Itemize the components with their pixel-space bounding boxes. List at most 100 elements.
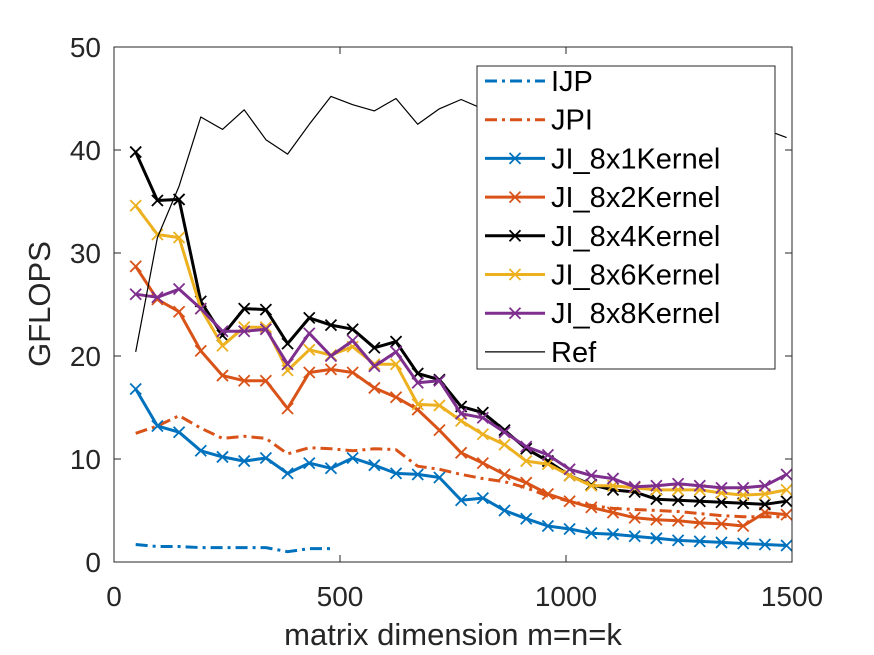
data-point <box>737 519 750 533</box>
data-point <box>541 458 555 471</box>
data-point <box>671 477 685 490</box>
data-point <box>476 411 489 424</box>
data-point <box>216 450 229 464</box>
data-point <box>172 282 186 296</box>
data-point <box>715 486 728 500</box>
data-point <box>194 344 207 357</box>
data-point <box>129 145 142 159</box>
legend-marker <box>508 268 522 281</box>
data-point <box>368 459 381 472</box>
data-point <box>433 399 446 412</box>
data-point <box>541 448 555 462</box>
data-point <box>129 199 142 212</box>
data-point <box>259 303 273 316</box>
data-point <box>585 479 598 492</box>
data-point <box>476 428 489 441</box>
data-point <box>650 513 663 526</box>
data-point <box>172 231 186 244</box>
data-point <box>628 530 641 543</box>
data-point <box>281 467 294 480</box>
data-point <box>303 343 316 356</box>
data-point <box>541 519 555 533</box>
data-point <box>563 522 576 536</box>
legend-marker <box>508 229 522 242</box>
y-tick-label: 40 <box>70 135 101 166</box>
data-point <box>520 454 533 468</box>
data-point <box>433 424 446 437</box>
data-point <box>368 381 381 395</box>
axes-layer <box>113 46 793 563</box>
data-point <box>780 468 793 481</box>
legend: IJP JPI JI_8x1Kernel JI_8x2Kernel JI_8x4Kern… <box>476 65 776 370</box>
legend-entry-ji-8x2kernel: JI_8x2Kernel <box>485 182 720 214</box>
data-point <box>758 498 772 511</box>
legend-label: JI_8x6Kernel <box>551 260 720 292</box>
legend-label: JI_8x4Kernel <box>551 221 720 253</box>
data-point <box>454 446 468 459</box>
series-layer <box>129 95 793 554</box>
data-point <box>303 311 316 325</box>
legend-label: JI_8x1Kernel <box>551 143 720 175</box>
x-tick-label: 1500 <box>761 581 823 612</box>
data-point <box>172 426 186 439</box>
data-point <box>693 479 706 492</box>
data-point <box>368 360 381 373</box>
y-tick-label: 20 <box>70 341 101 372</box>
data-point <box>650 479 663 492</box>
data-point <box>411 398 424 411</box>
data-point <box>758 538 772 551</box>
data-point <box>715 517 728 531</box>
x-tick-label: 500 <box>317 581 364 612</box>
legend-label: JPI <box>551 105 593 137</box>
data-point <box>541 487 555 501</box>
data-point <box>520 440 533 453</box>
data-point <box>693 535 706 548</box>
data-point <box>563 495 576 508</box>
data-point <box>194 302 207 315</box>
data-point <box>650 493 663 506</box>
data-point <box>628 480 641 493</box>
legend-box <box>476 65 776 370</box>
legend-entry-ji-8x8kernel: JI_8x8Kernel <box>485 298 720 330</box>
data-point <box>129 260 142 273</box>
legend-label: JI_8x8Kernel <box>551 298 720 330</box>
data-point <box>172 305 186 318</box>
data-point <box>238 302 251 315</box>
legend-marker <box>508 307 522 320</box>
legend-marker <box>508 190 522 204</box>
data-point <box>606 472 620 485</box>
data-point <box>346 451 359 465</box>
data-point <box>346 366 359 379</box>
data-point <box>671 514 685 527</box>
data-point <box>324 318 338 332</box>
data-point <box>498 468 511 481</box>
data-point <box>671 494 685 507</box>
y-tick-label: 50 <box>70 32 101 63</box>
data-point <box>433 374 446 387</box>
legend-label: Ref <box>551 337 597 369</box>
data-point <box>303 366 316 379</box>
data-point <box>129 382 142 396</box>
data-point <box>389 391 403 404</box>
data-point <box>433 471 446 484</box>
data-point <box>454 407 468 420</box>
data-point <box>498 426 511 439</box>
series-line-jpi <box>135 414 787 519</box>
legend-label: IJP <box>551 66 593 98</box>
series-ji-8x1kernel <box>129 382 793 552</box>
data-point <box>693 516 706 529</box>
data-point <box>671 534 685 547</box>
x-tick-label: 0 <box>106 581 122 612</box>
data-point <box>346 334 359 347</box>
series-line-ijp <box>135 543 331 554</box>
legend-marker <box>508 152 522 165</box>
data-point <box>606 506 620 519</box>
data-point <box>324 462 338 475</box>
data-point <box>151 291 164 304</box>
data-point <box>389 345 403 359</box>
x-tick-label: 1000 <box>535 581 597 612</box>
data-point <box>238 374 251 387</box>
data-point <box>585 501 598 514</box>
data-point <box>259 374 273 387</box>
